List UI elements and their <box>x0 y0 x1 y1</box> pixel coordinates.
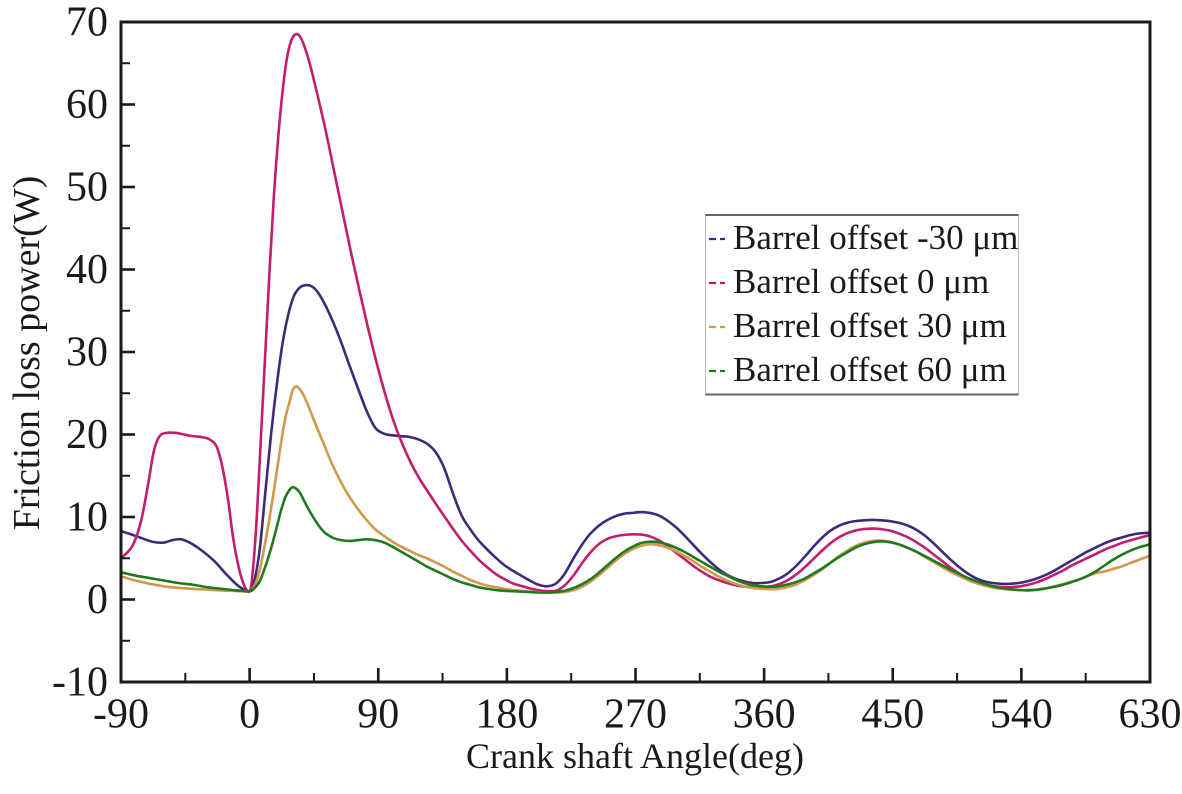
svg-text:0: 0 <box>87 577 108 623</box>
svg-text:20: 20 <box>66 412 108 458</box>
svg-text:270: 270 <box>604 691 667 737</box>
svg-text:60: 60 <box>66 82 108 128</box>
svg-text:Crank shaft Angle(deg): Crank shaft Angle(deg) <box>466 736 804 776</box>
svg-text:Barrel offset -30 μm: Barrel offset -30 μm <box>733 218 1018 257</box>
svg-text:0: 0 <box>239 691 260 737</box>
svg-text:180: 180 <box>475 691 538 737</box>
svg-text:10: 10 <box>66 495 108 541</box>
svg-text:Barrel offset 0 μm: Barrel offset 0 μm <box>733 262 989 301</box>
svg-text:540: 540 <box>990 691 1053 737</box>
svg-text:30: 30 <box>66 330 108 376</box>
svg-text:50: 50 <box>66 165 108 211</box>
svg-text:70: 70 <box>66 0 108 46</box>
svg-text:-10: -10 <box>52 660 108 706</box>
svg-text:40: 40 <box>66 247 108 293</box>
svg-text:450: 450 <box>861 691 924 737</box>
svg-text:360: 360 <box>733 691 796 737</box>
svg-text:Friction loss power(W): Friction loss power(W) <box>6 176 48 531</box>
svg-text:Barrel offset 60 μm: Barrel offset 60 μm <box>733 350 1007 389</box>
svg-text:Barrel offset 30 μm: Barrel offset 30 μm <box>733 306 1007 345</box>
svg-text:90: 90 <box>357 691 399 737</box>
svg-text:630: 630 <box>1119 691 1182 737</box>
